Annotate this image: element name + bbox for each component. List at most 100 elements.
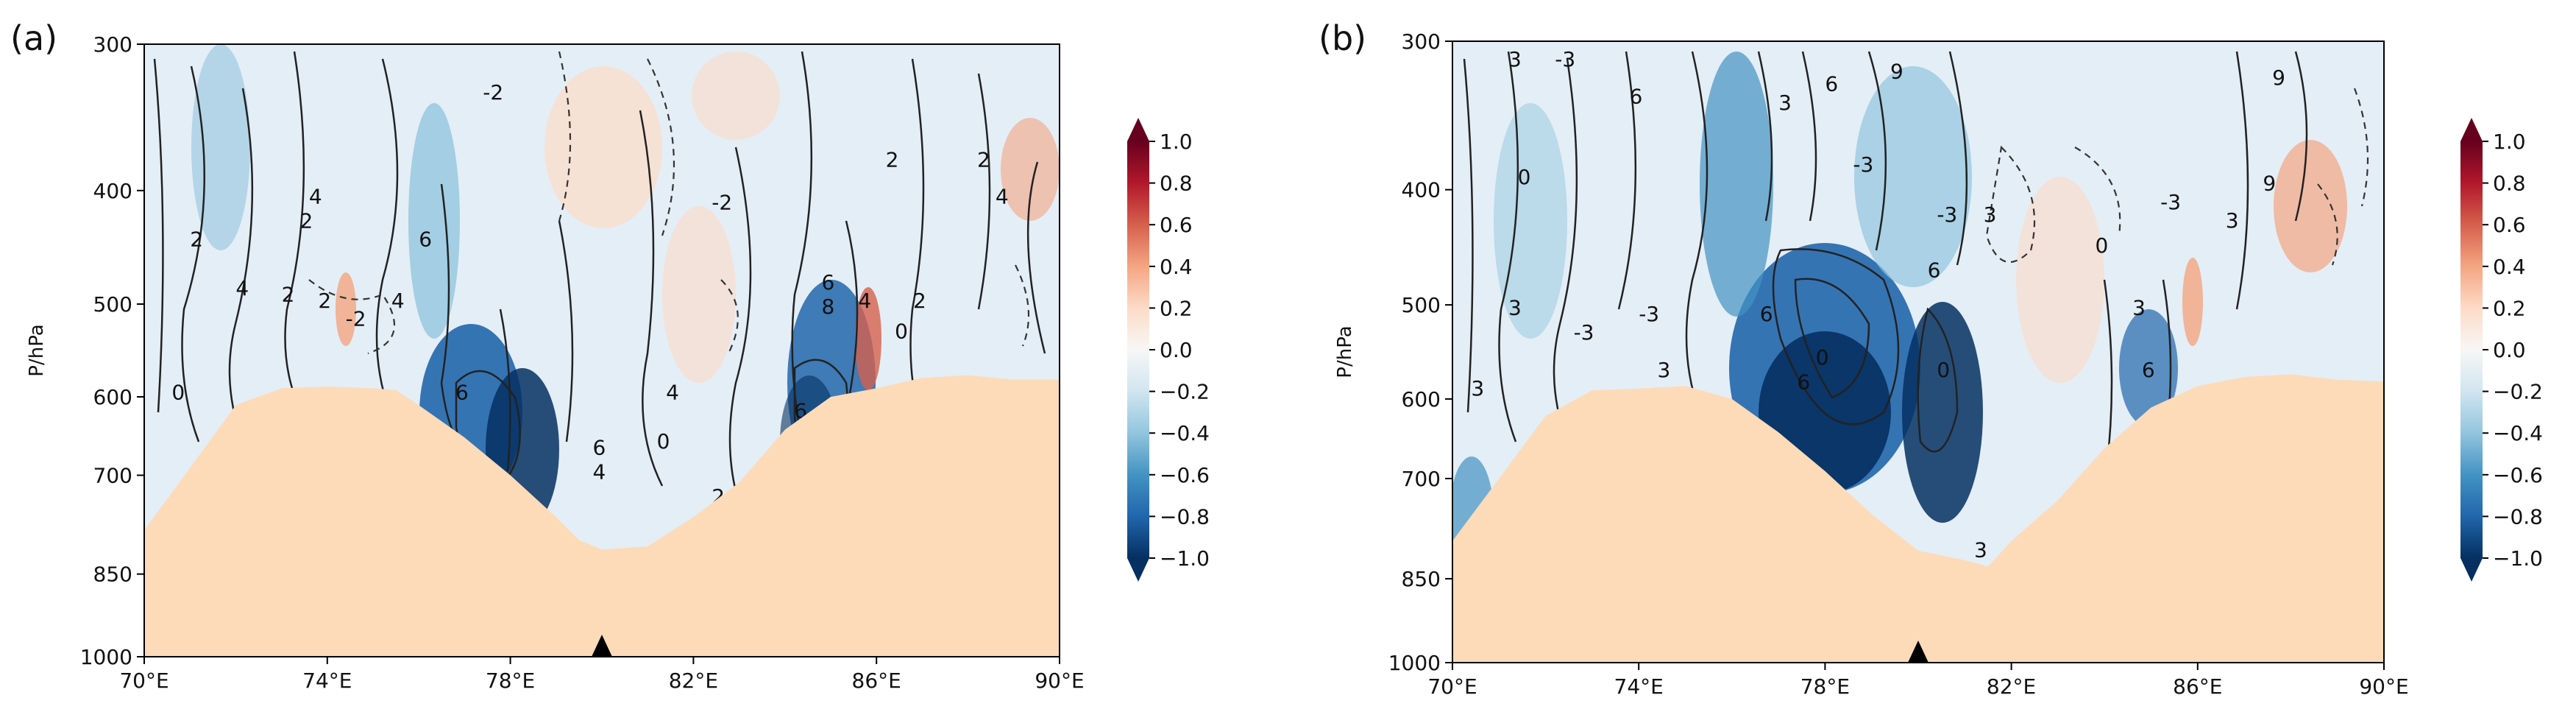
plot-frame [1452, 40, 2385, 663]
contour-line [1553, 58, 1578, 442]
contour-line [2235, 51, 2249, 310]
x-tick-label: 70°E [119, 669, 168, 693]
contour-line [1948, 51, 1968, 266]
colorbar-tick-label: −0.8 [1160, 504, 1210, 529]
contour-line [639, 110, 664, 487]
contour-line [375, 58, 399, 413]
contour-label: -3 [1574, 320, 1594, 345]
contour-label: 3 [1974, 538, 1987, 562]
y-tick-label: 1000 [1388, 651, 1441, 675]
y-tick-label: 400 [1402, 178, 1441, 202]
contour-line-negative [308, 279, 395, 355]
contour-label: 3 [1778, 91, 1792, 115]
contour-label: -2 [712, 191, 732, 215]
y-axis: 300 400 500 600 700 850 1000 [80, 32, 144, 669]
y-tick-label: 850 [1402, 567, 1441, 591]
colorbar-tick-label: −0.2 [1160, 380, 1210, 404]
contour-label: 4 [666, 381, 679, 405]
contour-label: 0 [171, 381, 185, 405]
x-axis: 70°E 74°E 78°E 82°E 86°E 90°E [1427, 663, 2409, 699]
contour-label: 0 [1816, 345, 1829, 370]
colorbar-tick-label: 0.4 [1160, 255, 1193, 279]
contour-label: 0 [895, 319, 908, 343]
contour-line [153, 58, 164, 413]
contour-label: 3 [1508, 47, 1522, 71]
shading-blob [692, 52, 780, 140]
colorbar-ticks: 1.0 0.8 0.6 0.4 0.2 0.0 −0.2 −0.4 −0.6 −0.8 −1.0 [1149, 130, 1210, 571]
y-axis: 300 400 500 600 700 850 1000 [1388, 29, 1452, 675]
contour-label: 2 [299, 209, 313, 233]
contour-label: 8 [822, 295, 835, 319]
y-tick-label: 400 [93, 179, 132, 203]
colorbar-tick-label: −0.6 [1160, 463, 1210, 487]
contour-label: 6 [1760, 302, 1773, 326]
colorbar-tick-label: 1.0 [2493, 130, 2526, 154]
station-marker-triangle [592, 635, 612, 657]
contour-line [1794, 278, 1870, 399]
contour-line [728, 147, 752, 516]
contour-label: 2 [318, 289, 331, 313]
contour-label: 9 [2263, 172, 2276, 196]
shading-blob [1902, 302, 1983, 523]
contour-label: 9 [2272, 66, 2285, 90]
colorbar-tick-label: 0.4 [2493, 255, 2526, 279]
contour-line [1801, 51, 1817, 222]
colorbar-tick-label: 0.6 [2493, 213, 2526, 237]
contour-line [2294, 51, 2308, 222]
contour-label: -3 [1555, 47, 1575, 71]
contour-label: -3 [1639, 302, 1659, 326]
colorbar: 1.0 0.8 0.6 0.4 0.2 0.0 −0.2 −0.4 −0.6 −0.8 −1.0 [1127, 118, 1210, 582]
colorbar-tick-label: −1.0 [1160, 546, 1210, 571]
contour-label: 0 [657, 429, 670, 454]
x-axis: 70°E 74°E 78°E 82°E 86°E 90°E [119, 657, 1085, 693]
y-tick-label: 600 [1402, 387, 1441, 412]
colorbar-bottom-arrow [1127, 558, 1149, 582]
contour-label: 3 [2132, 295, 2146, 320]
colorbar-tick-label: 0.0 [1160, 338, 1193, 362]
shading-blob [2274, 140, 2347, 272]
contour-label: 4 [593, 460, 606, 484]
y-tick-label: 700 [93, 464, 132, 488]
contour-label: 2 [886, 147, 899, 172]
colorbar-gradient [1127, 141, 1149, 558]
contour-line [1917, 307, 1959, 453]
contour-line-negative [647, 58, 675, 236]
shading-blob [855, 287, 881, 390]
y-tick-label: 600 [93, 385, 132, 409]
x-tick-label: 90°E [1035, 669, 1084, 693]
contour-label: 6 [1630, 84, 1643, 108]
shading-blob [662, 206, 736, 383]
contour-label: 6 [1928, 258, 1941, 283]
x-tick-label: 82°E [1987, 674, 2036, 699]
colorbar-top-arrow [1127, 118, 1149, 141]
contour-label: 2 [282, 282, 295, 306]
shading-blob [2182, 258, 2203, 346]
x-tick-label: 78°E [1800, 674, 1850, 699]
shading-blob [2016, 177, 2104, 383]
contour-label: 0 [1518, 165, 1531, 189]
contour-label: 3 [2226, 208, 2239, 233]
dashed-contours [1985, 88, 2369, 266]
dashed-contours [308, 51, 1030, 355]
y-tick-label: 500 [93, 292, 132, 317]
contour-line [1026, 161, 1046, 354]
x-tick-label: 78°E [486, 669, 535, 693]
contour-label: 6 [455, 381, 469, 405]
y-tick-label: 700 [1402, 467, 1441, 491]
shading-blob [2119, 309, 2178, 427]
contour-line [1772, 248, 1900, 426]
colorbar-tick-label: −0.4 [2493, 421, 2543, 445]
shading-blob [191, 44, 250, 250]
contour-label: -3 [1853, 152, 1873, 177]
colorbar-tick-label: 0.8 [1160, 172, 1193, 196]
contour-label: 2 [913, 289, 926, 313]
panel-label: (a) [10, 18, 57, 58]
contour-label: -2 [346, 307, 366, 331]
panel-label: (b) [1319, 18, 1366, 58]
contour-label: 4 [391, 289, 405, 313]
contour-line [181, 66, 205, 442]
shading-blob [1001, 118, 1060, 221]
